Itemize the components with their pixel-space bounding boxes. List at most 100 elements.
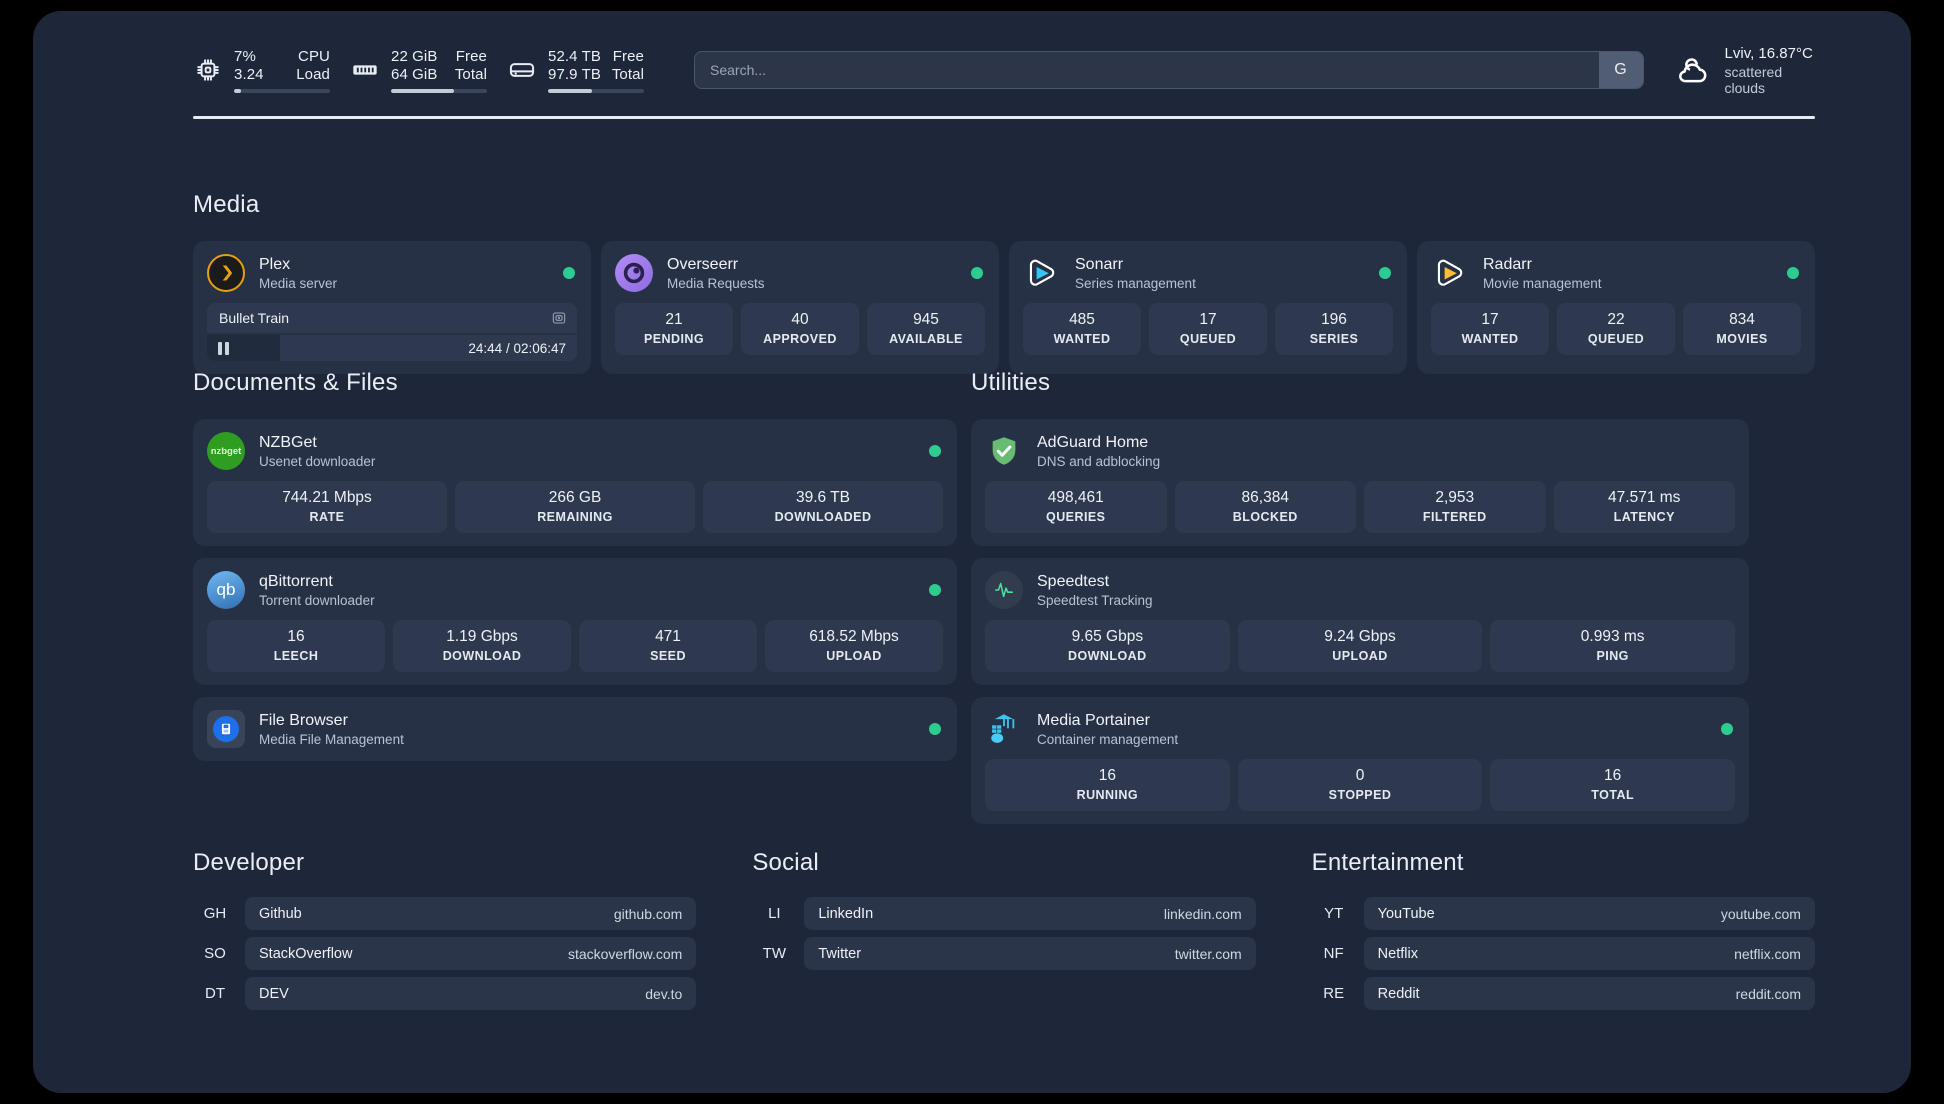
stat-tile[interactable]: 0.993 ms PING — [1490, 620, 1736, 672]
stat-value: 40 — [791, 311, 809, 328]
stat-tile[interactable]: 1.19 Gbps DOWNLOAD — [393, 620, 571, 672]
service-card[interactable]: nzbget NZBGet Usenet downloader 744.21 Mbps… — [193, 419, 957, 546]
memory-free-label: Free — [455, 47, 487, 65]
stat-tile[interactable]: 21 PENDING — [615, 303, 733, 355]
stat-value: 17 — [1199, 311, 1217, 328]
bookmark-abbr: RE — [1323, 985, 1345, 1002]
stat-label: PING — [1596, 649, 1629, 663]
list-item[interactable]: SO StackOverflow stackoverflow.com — [193, 937, 697, 970]
stat-tile[interactable]: 196 SERIES — [1275, 303, 1393, 355]
service-card[interactable]: Plex Media server Bullet Train 24:44 / 02:0… — [193, 241, 591, 374]
service-card[interactable]: Speedtest Speedtest Tracking 9.65 Gbps DOWN… — [971, 558, 1749, 685]
player-progress-bar[interactable]: 24:44 / 02:06:47 — [207, 335, 577, 361]
search-engine-button[interactable]: G — [1598, 52, 1643, 88]
stat-tile[interactable]: 471 SEED — [579, 620, 757, 672]
service-stats-row: 16 RUNNING 0 STOPPED 16 TOTAL — [985, 759, 1736, 811]
bookmarks-section: Developer GH Github github.com SO StackOverfl… — [193, 849, 1815, 1010]
stat-label: WANTED — [1461, 332, 1519, 346]
stat-tile[interactable]: 9.65 Gbps DOWNLOAD — [985, 620, 1230, 672]
media-section: Media Plex Media server Bullet Train 24:44 … — [193, 191, 1815, 374]
cast-icon[interactable] — [551, 310, 567, 326]
stat-tile[interactable]: 86,384 BLOCKED — [1174, 481, 1356, 533]
service-name: Plex — [259, 255, 291, 273]
stat-tile[interactable]: 945 AVAILABLE — [867, 303, 985, 355]
stat-tile[interactable]: 266 GB REMAINING — [455, 481, 695, 533]
mid-sections: Documents & Files nzbget NZBGet Usenet dow… — [193, 369, 1815, 824]
stat-value: 21 — [665, 311, 683, 328]
cpu-stat-group: 7% CPU 3.24 Load — [193, 48, 330, 93]
service-card[interactable]: Sonarr Series management 485 WANTED 17 QUEUED… — [1009, 241, 1407, 374]
stat-tile[interactable]: 618.52 Mbps UPLOAD — [765, 620, 943, 672]
stat-tile[interactable]: 834 MOVIES — [1683, 303, 1801, 355]
bookmark-link[interactable]: YouTube youtube.com — [1363, 897, 1815, 930]
stat-tile[interactable]: 40 APPROVED — [741, 303, 859, 355]
bookmark-list: GH Github github.com SO StackOverflow stackov… — [193, 897, 697, 1010]
list-item[interactable]: TW Twitter twitter.com — [752, 937, 1256, 970]
bookmark-link[interactable]: Github github.com — [245, 897, 697, 930]
service-card[interactable]: qb qBittorrent Torrent downloader 16 LEECH 1.… — [193, 558, 957, 685]
stat-label: APPROVED — [763, 332, 837, 346]
sonarr-icon — [1023, 254, 1061, 292]
list-item[interactable]: DT DEV dev.to — [193, 977, 697, 1010]
filebrowser-icon — [207, 710, 245, 748]
service-stats-row: 17 WANTED 22 QUEUED 834 MOVIES — [1431, 303, 1801, 355]
bookmark-link[interactable]: StackOverflow stackoverflow.com — [245, 937, 697, 970]
bookmark-abbr: NF — [1323, 945, 1344, 962]
bookmark-link[interactable]: DEV dev.to — [245, 977, 697, 1010]
service-card[interactable]: AdGuard Home DNS and adblocking 498,461 QUE… — [971, 419, 1749, 546]
bookmark-name: StackOverflow — [259, 945, 353, 962]
player-title-row: Bullet Train — [207, 303, 577, 333]
list-item[interactable]: RE Reddit reddit.com — [1312, 977, 1815, 1010]
stat-value: 86,384 — [1241, 489, 1289, 506]
list-item[interactable]: GH Github github.com — [193, 897, 697, 930]
stat-value: 16 — [287, 628, 305, 645]
service-card[interactable]: Radarr Movie management 17 WANTED 22 QUEUED 83… — [1417, 241, 1815, 374]
stat-tile[interactable]: 9.24 Gbps UPLOAD — [1237, 620, 1483, 672]
stat-tile[interactable]: 16 TOTAL — [1490, 759, 1736, 811]
stat-tile[interactable]: 16 RUNNING — [985, 759, 1230, 811]
weather-condition: scattered clouds — [1724, 63, 1783, 96]
bookmark-link[interactable]: Reddit reddit.com — [1363, 977, 1815, 1010]
stat-label: RUNNING — [1076, 788, 1139, 802]
stat-tile[interactable]: 16 LEECH — [207, 620, 385, 672]
pause-icon[interactable] — [218, 341, 229, 355]
stat-tile[interactable]: 744.21 Mbps RATE — [207, 481, 447, 533]
status-badge — [1379, 267, 1391, 279]
service-card[interactable]: File Browser Media File Management — [193, 697, 957, 761]
stat-label: WANTED — [1053, 332, 1111, 346]
stat-value: 16 — [1604, 767, 1622, 784]
stat-tile[interactable]: 0 STOPPED — [1237, 759, 1483, 811]
service-stats-row: 498,461 QUERIES 86,384 BLOCKED 2,953 FILTERED… — [985, 481, 1735, 533]
bookmark-link[interactable]: Twitter twitter.com — [804, 937, 1256, 970]
list-item[interactable]: NF Netflix netflix.com — [1312, 937, 1815, 970]
stat-tile[interactable]: 17 WANTED — [1431, 303, 1549, 355]
stat-tile[interactable]: 498,461 QUERIES — [985, 481, 1167, 533]
service-name: Sonarr — [1075, 255, 1124, 273]
bookmark-url: github.com — [613, 905, 683, 922]
service-description: Media Requests — [667, 275, 765, 291]
bookmark-link[interactable]: LinkedIn linkedin.com — [804, 897, 1256, 930]
list-item[interactable]: YT YouTube youtube.com — [1312, 897, 1815, 930]
stat-tile[interactable]: 17 QUEUED — [1149, 303, 1267, 355]
stat-value: 9.24 Gbps — [1324, 628, 1396, 645]
service-card[interactable]: Media Portainer Container management 16 RUN… — [971, 697, 1749, 824]
service-card[interactable]: Overseerr Media Requests 21 PENDING 40 APPROV… — [601, 241, 999, 374]
stat-tile[interactable]: 47.571 ms LATENCY — [1553, 481, 1735, 533]
service-description: Movie management — [1483, 275, 1602, 291]
service-card-header: Plex Media server — [207, 254, 577, 292]
search-bar[interactable]: G — [694, 51, 1644, 89]
stat-label: DOWNLOAD — [1068, 649, 1147, 663]
stat-tile[interactable]: 39.6 TB DOWNLOADED — [703, 481, 943, 533]
stat-tile[interactable]: 2,953 FILTERED — [1364, 481, 1546, 533]
stat-label: QUEUED — [1587, 332, 1645, 346]
stat-tile[interactable]: 22 QUEUED — [1557, 303, 1675, 355]
plex-icon — [207, 254, 245, 292]
bookmark-name: LinkedIn — [818, 905, 874, 922]
search-input[interactable] — [695, 52, 1599, 88]
stat-value: 22 — [1607, 311, 1625, 328]
stat-tile[interactable]: 485 WANTED — [1023, 303, 1141, 355]
bookmark-link[interactable]: Netflix netflix.com — [1363, 937, 1815, 970]
list-item[interactable]: LI LinkedIn linkedin.com — [752, 897, 1256, 930]
documents-section-title: Documents & Files — [193, 369, 398, 396]
stat-label: LEECH — [273, 649, 319, 663]
